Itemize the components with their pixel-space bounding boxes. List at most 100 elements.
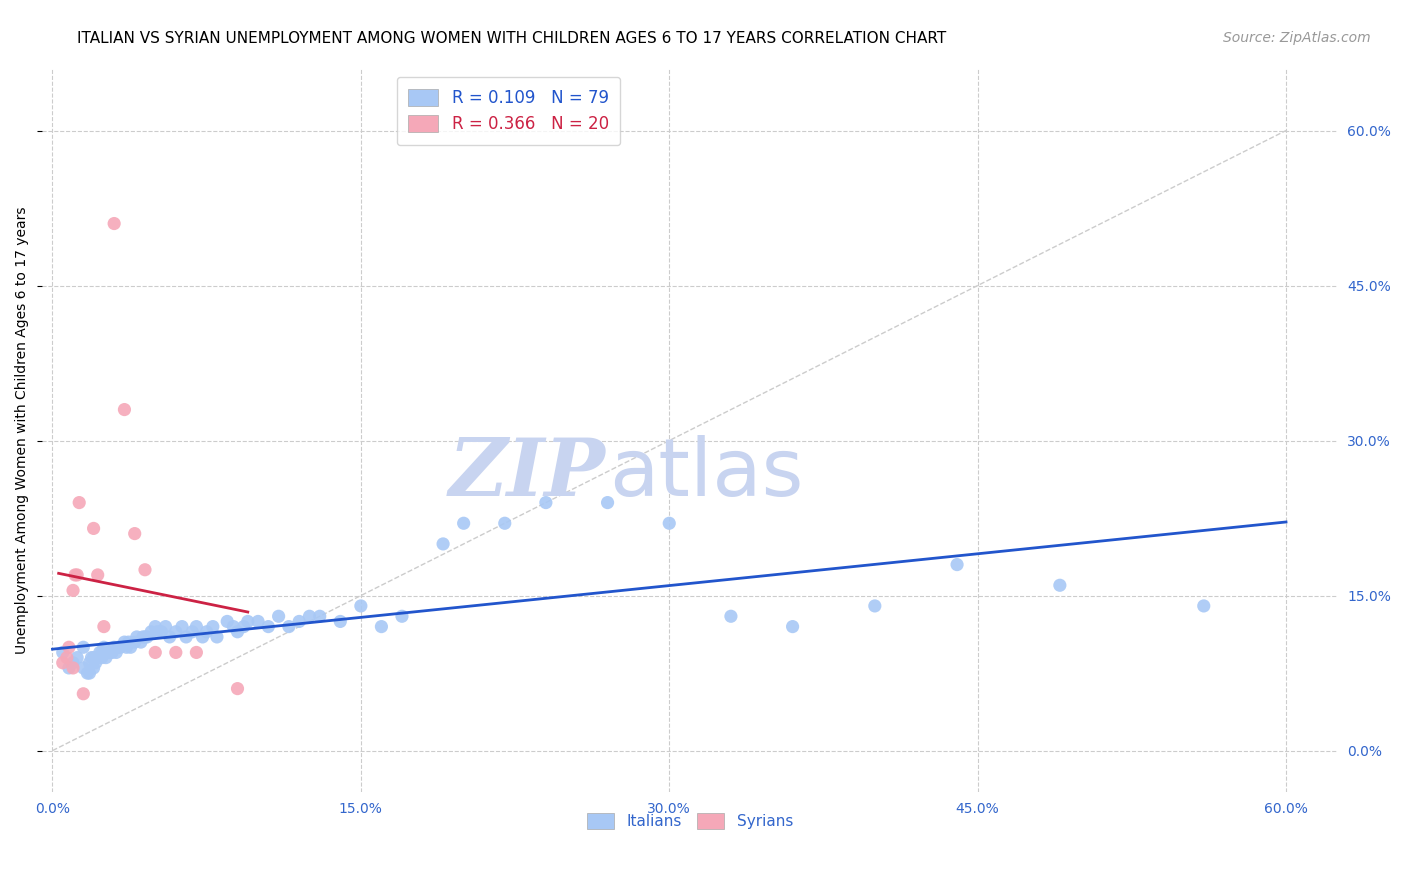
Point — [226, 624, 249, 639]
Point — [84, 656, 107, 670]
Point — [105, 645, 128, 659]
Point — [98, 645, 121, 659]
Point — [494, 516, 516, 531]
Y-axis label: Unemployment Among Women with Children Ages 6 to 17 years: Unemployment Among Women with Children A… — [15, 206, 30, 654]
Point — [83, 521, 105, 535]
Point — [165, 645, 187, 659]
Point — [186, 645, 208, 659]
Point — [288, 615, 311, 629]
Point — [72, 661, 94, 675]
Point — [93, 619, 115, 633]
Point — [217, 615, 239, 629]
Point — [453, 516, 475, 531]
Point — [141, 624, 163, 639]
Point — [143, 645, 166, 659]
Point — [79, 666, 101, 681]
Point — [117, 635, 139, 649]
Point — [1192, 599, 1215, 613]
Text: Source: ZipAtlas.com: Source: ZipAtlas.com — [1223, 31, 1371, 45]
Point — [1049, 578, 1071, 592]
Point — [86, 568, 108, 582]
Point — [58, 661, 80, 675]
Point — [72, 640, 94, 655]
Point — [67, 495, 90, 509]
Point — [134, 563, 156, 577]
Point — [165, 624, 187, 639]
Point — [115, 640, 138, 655]
Point — [76, 666, 98, 681]
Point — [101, 645, 124, 659]
Point — [63, 568, 86, 582]
Point — [205, 630, 228, 644]
Point — [62, 583, 84, 598]
Point — [391, 609, 413, 624]
Point — [267, 609, 290, 624]
Point — [232, 619, 254, 633]
Point — [134, 630, 156, 644]
Point — [129, 635, 152, 649]
Point — [52, 656, 75, 670]
Point — [946, 558, 969, 572]
Point — [432, 537, 454, 551]
Point — [94, 650, 117, 665]
Point — [201, 619, 224, 633]
Point — [80, 650, 103, 665]
Point — [110, 640, 132, 655]
Point — [79, 656, 101, 670]
Point — [159, 630, 181, 644]
Point — [257, 619, 280, 633]
Point — [107, 640, 129, 655]
Point — [174, 630, 197, 644]
Point — [58, 640, 80, 655]
Point — [782, 619, 804, 633]
Point — [191, 630, 214, 644]
Point — [93, 640, 115, 655]
Point — [112, 402, 135, 417]
Point — [103, 217, 125, 231]
Point — [298, 609, 321, 624]
Point — [222, 619, 245, 633]
Point — [120, 640, 142, 655]
Text: atlas: atlas — [609, 434, 804, 513]
Point — [186, 619, 208, 633]
Point — [52, 645, 75, 659]
Point — [72, 687, 94, 701]
Point — [89, 645, 111, 659]
Point — [596, 495, 619, 509]
Point — [143, 619, 166, 633]
Point — [97, 645, 120, 659]
Point — [125, 630, 148, 644]
Point — [170, 619, 193, 633]
Point — [195, 624, 218, 639]
Point — [66, 568, 89, 582]
Legend: Italians, Syrians: Italians, Syrians — [581, 806, 799, 835]
Point — [90, 650, 112, 665]
Point — [329, 615, 352, 629]
Point — [658, 516, 681, 531]
Point — [146, 624, 169, 639]
Point — [534, 495, 557, 509]
Point — [90, 645, 112, 659]
Point — [150, 624, 173, 639]
Point — [181, 624, 204, 639]
Point — [720, 609, 742, 624]
Point — [86, 650, 108, 665]
Point — [132, 630, 155, 644]
Point — [350, 599, 373, 613]
Point — [277, 619, 299, 633]
Point — [155, 619, 177, 633]
Point — [62, 656, 84, 670]
Point — [62, 661, 84, 675]
Point — [226, 681, 249, 696]
Point — [863, 599, 886, 613]
Point — [247, 615, 270, 629]
Point — [103, 640, 125, 655]
Point — [83, 650, 105, 665]
Point — [124, 635, 146, 649]
Point — [136, 630, 159, 644]
Point — [370, 619, 392, 633]
Point — [236, 615, 259, 629]
Point — [308, 609, 330, 624]
Point — [83, 661, 105, 675]
Point — [56, 650, 79, 665]
